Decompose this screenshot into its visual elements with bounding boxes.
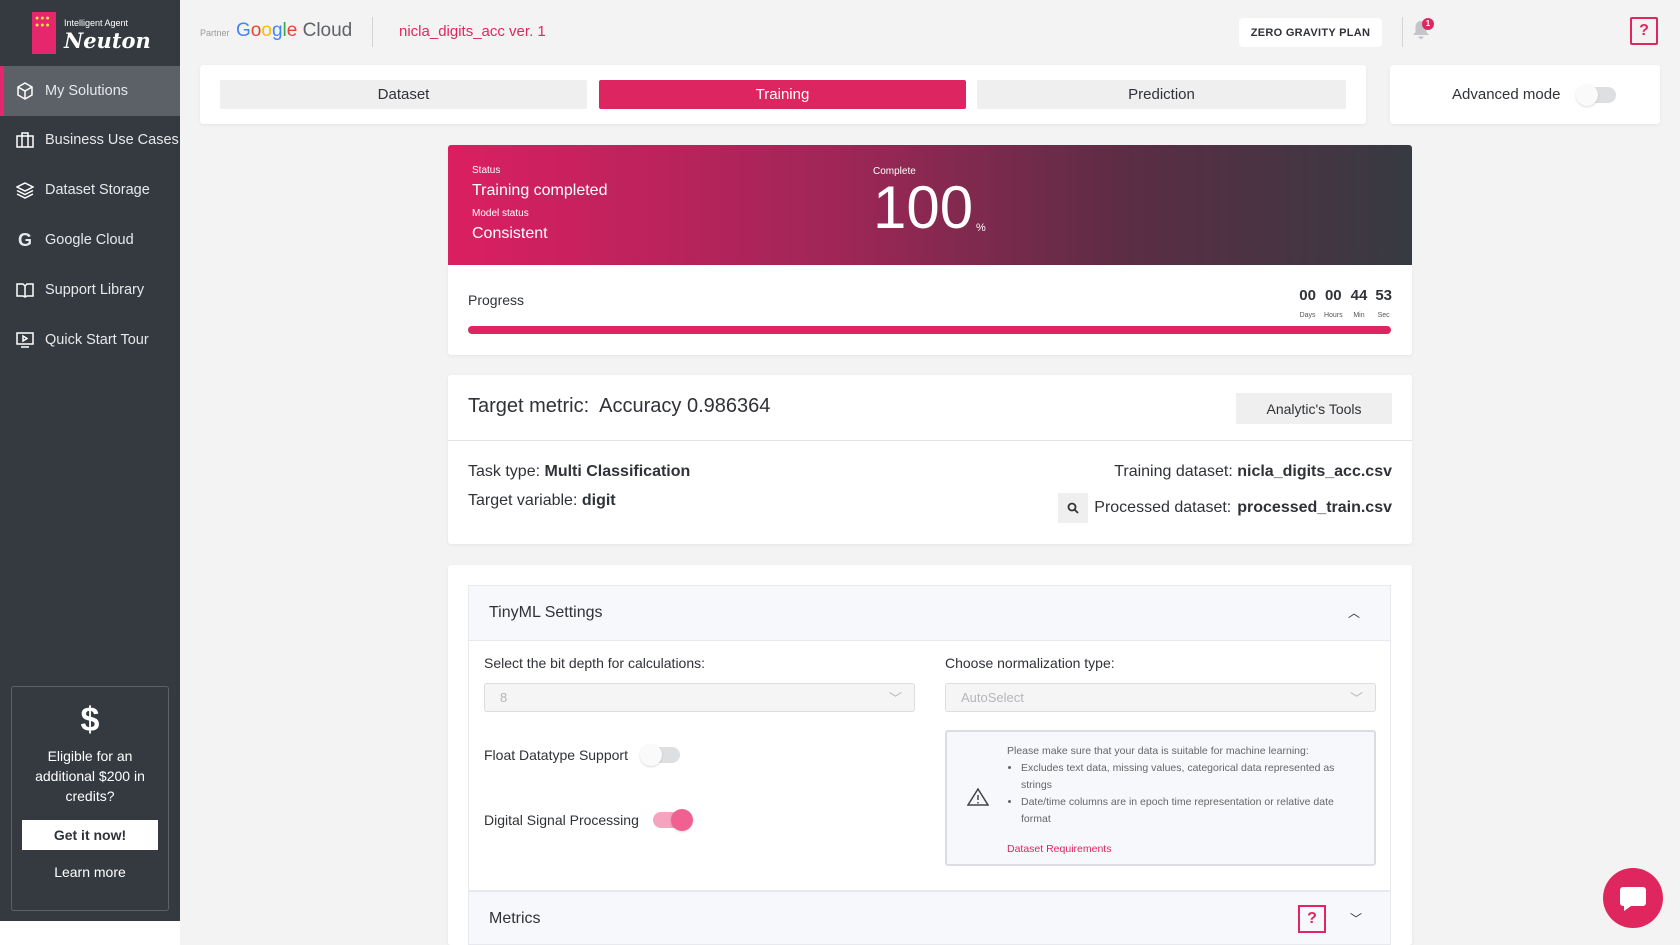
sidebar-item-business-use-cases[interactable]: Business Use Cases	[0, 115, 180, 165]
dollar-icon: $	[80, 701, 100, 739]
briefcase-icon	[15, 130, 35, 150]
sidebar-item-google-cloud[interactable]: G Google Cloud	[0, 215, 180, 265]
advanced-mode-toggle[interactable]	[1576, 83, 1617, 106]
tab-dataset[interactable]: Dataset	[220, 80, 587, 109]
help-button[interactable]: ?	[1630, 17, 1658, 45]
sidebar-item-my-solutions[interactable]: My Solutions	[0, 66, 180, 116]
progress-card: Progress 00 Days 00 Hours 44 Min 53 Sec	[448, 265, 1412, 355]
tinyml-card: TinyML Settings ︿ Select the bit depth f…	[448, 565, 1412, 945]
progress-bar	[468, 326, 1391, 334]
partner-label: Partner	[200, 28, 230, 38]
header-divider	[372, 17, 373, 47]
search-icon[interactable]	[1058, 493, 1089, 523]
play-screen-icon	[15, 330, 35, 350]
model-status: Consistent	[472, 225, 548, 242]
plan-button[interactable]: ZERO GRAVITY PLAN	[1239, 18, 1382, 47]
warning-icon	[966, 787, 990, 813]
training-status: Training completed	[472, 182, 608, 199]
sidebar-item-quick-start-tour[interactable]: Quick Start Tour	[0, 315, 180, 365]
analytics-tools-button[interactable]: Analytic's Tools	[1236, 393, 1392, 424]
credits-promo: $ Eligible for an additional $200 in cre…	[11, 686, 169, 911]
divider	[448, 440, 1412, 441]
get-it-now-button[interactable]: Get it now!	[22, 820, 158, 850]
metrics-help-button[interactable]: ?	[1298, 905, 1326, 933]
header-divider	[1402, 17, 1403, 47]
advanced-mode-panel: Advanced mode	[1390, 65, 1660, 124]
layers-icon	[15, 180, 35, 200]
notification-badge: 1	[1422, 18, 1434, 30]
chat-icon	[1620, 887, 1646, 911]
sidebar-item-support-library[interactable]: Support Library	[0, 265, 180, 315]
tinyml-header[interactable]: TinyML Settings ︿	[469, 586, 1390, 641]
chat-button[interactable]	[1603, 868, 1663, 928]
chevron-down-icon: ﹀	[1349, 912, 1362, 926]
target-metric: Target metric: Accuracy 0.986364	[468, 395, 771, 417]
chevron-down-icon: ﹀	[888, 691, 902, 706]
tinyml-section: TinyML Settings ︿ Select the bit depth f…	[468, 585, 1391, 891]
neuton-logo[interactable]: ●●● ●●● Intelligent Agent Neuton	[32, 12, 151, 54]
status-banner: Status Training completed Model status C…	[448, 145, 1412, 265]
dsp-toggle[interactable]	[652, 809, 693, 831]
float-datatype-toggle[interactable]	[639, 744, 680, 766]
sidebar-item-dataset-storage[interactable]: Dataset Storage	[0, 165, 180, 215]
solution-title: nicla_digits_acc ver. 1	[399, 23, 546, 40]
tab-training[interactable]: Training	[599, 80, 966, 109]
book-icon	[15, 280, 35, 300]
sidebar: ●●● ●●● Intelligent Agent Neuton My Solut…	[0, 0, 180, 945]
google-cloud-logo: Google Cloud	[236, 20, 353, 41]
normalization-select[interactable]: AutoSelect ﹀	[945, 683, 1376, 712]
tab-prediction[interactable]: Prediction	[977, 80, 1346, 109]
metric-card: Target metric: Accuracy 0.986364 Analyti…	[448, 375, 1412, 544]
metrics-header[interactable]: Metrics ? ﹀	[468, 891, 1391, 945]
elapsed-timer: 00 Days 00 Hours 44 Min 53 Sec	[1299, 287, 1392, 319]
cube-icon	[15, 81, 35, 101]
sidebar-footer	[0, 921, 180, 945]
complete-percent: 100	[873, 174, 974, 241]
google-icon: G	[17, 229, 32, 250]
bit-depth-select[interactable]: 8 ﹀	[484, 683, 915, 712]
chevron-down-icon: ﹀	[1349, 691, 1363, 706]
dataset-info-box: Please make sure that your data is suita…	[945, 730, 1376, 866]
learn-more-link[interactable]: Learn more	[54, 864, 126, 880]
dataset-requirements-link[interactable]: Dataset Requirements	[1007, 843, 1112, 855]
chevron-up-icon: ︿	[1347, 606, 1360, 620]
